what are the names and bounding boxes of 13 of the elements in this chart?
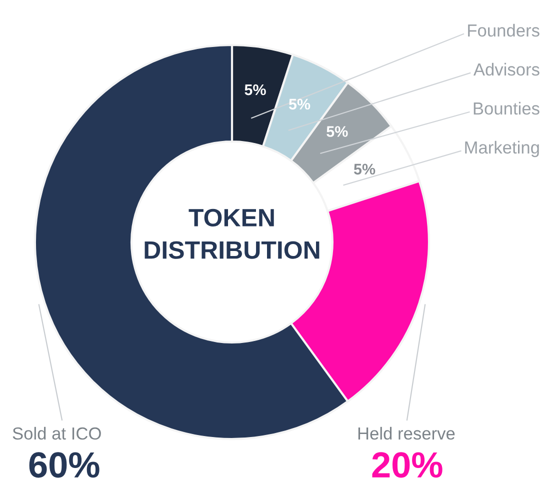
slice-label: Marketing: [465, 140, 539, 158]
slice-label: Advisors: [473, 62, 540, 76]
data-label: 5%: [326, 126, 348, 137]
slice-label: Held reserve: [358, 426, 455, 440]
text: TOKEN DISTRIBUTION: [144, 208, 320, 259]
slice-label: Sold at ICO: [12, 426, 101, 440]
data-label: 20%: [372, 452, 442, 478]
slice-label: Founders: [468, 24, 540, 37]
data-label: 5%: [244, 84, 266, 96]
slice-label: Bounties: [474, 102, 540, 115]
data-label: 5%: [354, 164, 376, 175]
data-label: 60%: [29, 452, 100, 478]
data-label: 5%: [288, 98, 310, 110]
